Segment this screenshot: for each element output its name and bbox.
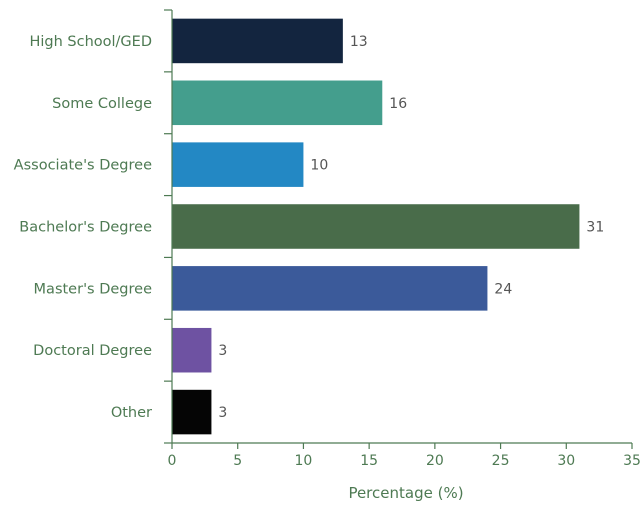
value-label-bachelor-s-degree: 31 [586,220,604,236]
value-label-some-college: 16 [389,96,407,112]
category-label-master-s-degree: Master's Degree [34,281,153,297]
bar-bachelor-s-degree [172,204,580,249]
labels-layer: 13 High School/GED 16 Some College 10 Associa… [14,34,605,421]
x-tick-label-25: 25 [492,453,510,469]
value-label-other: 3 [218,405,227,421]
bar-high-school-ged [172,18,343,64]
bars-layer [172,18,580,435]
value-label-high-school-ged: 13 [350,34,368,50]
value-label-master-s-degree: 24 [494,281,512,297]
bar-master-s-degree [172,266,488,311]
value-label-doctoral-degree: 3 [218,343,227,359]
category-label-some-college: Some College [52,96,152,112]
bar-other [172,389,212,435]
category-label-doctoral-degree: Doctoral Degree [33,343,152,359]
x-tick-label-35: 35 [623,453,641,469]
x-tick-label-30: 30 [557,453,575,469]
category-label-associate-s-degree: Associate's Degree [14,158,152,174]
axes: 0 5 10 15 20 25 30 35 [164,9,641,469]
x-tick-label-20: 20 [426,453,444,469]
x-axis-title: Percentage (%) [348,484,463,502]
x-tick-label-5: 5 [233,453,242,469]
category-label-high-school-ged: High School/GED [29,34,152,50]
x-tick-label-0: 0 [168,453,177,469]
x-tick-label-10: 10 [295,453,313,469]
bar-some-college [172,80,383,126]
value-label-associate-s-degree: 10 [310,158,328,174]
category-label-other: Other [111,405,152,421]
bar-associate-s-degree [172,142,304,187]
x-tick-label-15: 15 [360,453,378,469]
bar-doctoral-degree [172,327,212,373]
category-label-bachelor-s-degree: Bachelor's Degree [19,220,152,236]
